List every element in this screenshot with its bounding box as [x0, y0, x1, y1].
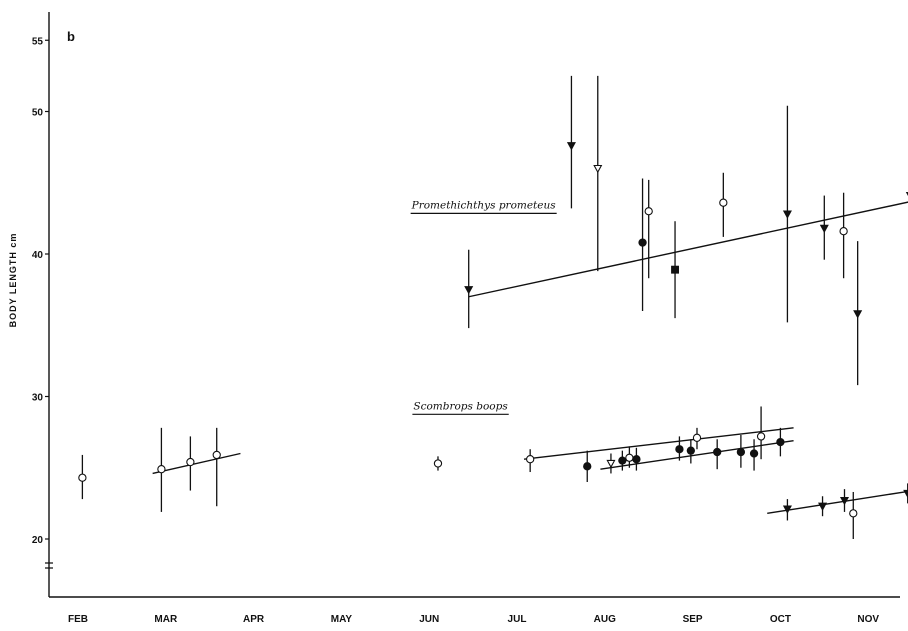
x-tick-label: APR [243, 614, 265, 625]
x-tick-label: AUG [594, 614, 616, 625]
triangle-marker [903, 489, 908, 499]
circle-marker [186, 457, 195, 467]
circle-marker [719, 198, 728, 207]
triangle-marker [593, 164, 603, 174]
y-ticks: 20 30 40 50 55 [32, 36, 49, 546]
circle-marker [625, 453, 634, 462]
circle-marker [749, 449, 759, 458]
triangle-marker [819, 224, 829, 234]
x-tick-label: FEB [68, 614, 88, 625]
axes [45, 12, 900, 598]
circle-marker [632, 455, 641, 464]
circle-marker [736, 447, 746, 457]
triangle-marker [782, 210, 792, 219]
trendline [468, 201, 908, 298]
circle-marker [433, 459, 443, 468]
y-axis-break-mark [45, 562, 53, 569]
y-tick-label: 50 [32, 108, 44, 119]
triangle-marker [853, 310, 863, 319]
circle-marker [849, 509, 858, 518]
circle-marker [157, 465, 166, 474]
circle-marker [638, 238, 647, 247]
y-tick-label: 20 [32, 535, 44, 546]
circle-marker [618, 456, 627, 465]
circle-marker [583, 462, 592, 471]
triangle-marker [464, 286, 474, 295]
circle-marker [776, 437, 785, 447]
x-tick-label: OCT [770, 614, 791, 625]
circle-marker [839, 227, 848, 236]
triangle-marker [839, 496, 850, 506]
species-label: Scombrops boops [413, 400, 508, 412]
triangle-marker [818, 502, 828, 511]
square-marker [671, 265, 679, 274]
circle-marker [644, 207, 653, 216]
circle-marker [756, 432, 766, 441]
error-bars [81, 75, 908, 539]
panel-label: b [67, 29, 75, 44]
circle-marker [78, 473, 87, 482]
x-ticks: FEB MAR APR MAY JUN JUL AUG SEP OCT NOV [68, 614, 879, 625]
x-tick-label: JUL [508, 614, 527, 625]
triangle-marker [566, 142, 576, 151]
circle-marker [713, 447, 722, 457]
circle-marker [675, 445, 684, 454]
triangle-marker [606, 459, 616, 469]
y-tick-label: 40 [32, 250, 44, 261]
triangle-marker [782, 505, 792, 514]
trendline [152, 452, 241, 475]
circle-marker [526, 455, 535, 464]
y-tick-label: 30 [32, 393, 44, 404]
x-tick-label: MAY [331, 614, 353, 625]
data-markers [78, 142, 908, 518]
y-axis-title: BODY LENGTH cm [8, 233, 18, 328]
circle-marker [692, 433, 702, 442]
trendline [523, 427, 794, 460]
circle-marker [686, 446, 695, 455]
x-tick-label: JUN [419, 614, 439, 625]
species-label: Promethichthys prometeus [411, 199, 557, 211]
x-tick-label: SEP [683, 614, 703, 625]
y-tick-label: 55 [32, 36, 44, 47]
x-tick-label: MAR [154, 614, 178, 625]
species-annotations: Promethichthys prometeus Scombrops boops [410, 199, 557, 415]
x-tick-label: NOV [857, 614, 879, 625]
circle-marker [212, 450, 221, 460]
